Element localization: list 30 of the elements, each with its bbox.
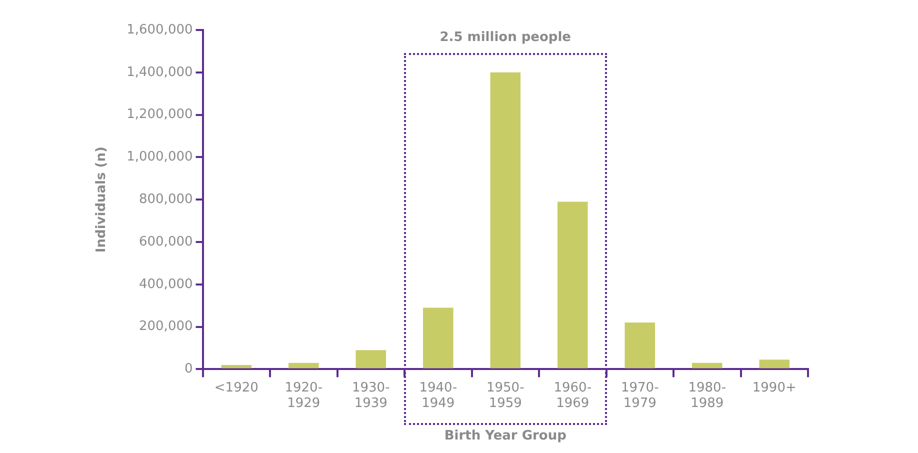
y-tick-label: 0 <box>184 362 193 377</box>
y-tick-label: 600,000 <box>138 234 193 250</box>
y-tick-label: 1,000,000 <box>126 150 193 165</box>
x-tick-label: 1960- 1969 <box>554 380 592 411</box>
y-axis-title: Individuals (n) <box>94 146 110 253</box>
bar <box>423 308 454 368</box>
y-tick-label: 200,000 <box>138 319 193 334</box>
bar <box>558 202 588 368</box>
bar <box>288 362 319 368</box>
bar <box>692 362 722 368</box>
bar <box>356 350 386 368</box>
y-tick-label: 400,000 <box>138 276 193 292</box>
x-tick-label: 1980- 1989 <box>688 380 726 411</box>
y-tick-label: 1,600,000 <box>126 22 193 38</box>
bar <box>490 72 521 368</box>
x-tick-label: 1930- 1939 <box>352 380 390 411</box>
x-tick-label: 1970- 1979 <box>620 380 660 411</box>
x-tick-label: 1950- 1959 <box>486 380 525 411</box>
y-tick-label: 1,200,000 <box>126 107 193 122</box>
annotation: 2.5 million people <box>440 30 572 45</box>
x-tick-label: 1990+ <box>752 380 796 396</box>
y-tick-label: 800,000 <box>138 192 193 207</box>
x-tick-label: 1940- 1949 <box>419 380 458 411</box>
bar <box>759 360 790 368</box>
x-axis-title: Birth Year Group <box>444 428 566 444</box>
bar <box>624 322 656 368</box>
bar <box>221 364 252 368</box>
x-tick-label: 1920- 1929 <box>284 380 323 411</box>
y-tick-label: 1,400,000 <box>126 64 193 80</box>
x-tick-label: <1920 <box>214 380 258 396</box>
